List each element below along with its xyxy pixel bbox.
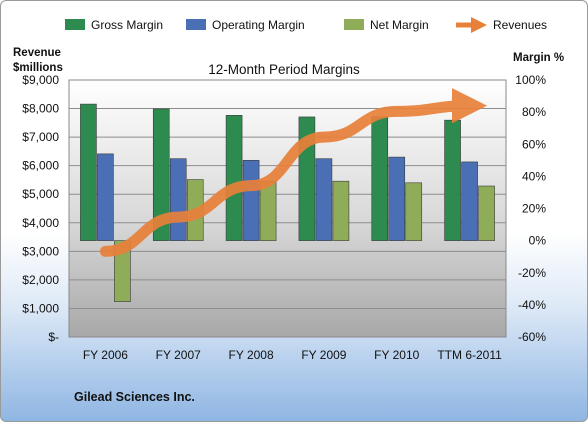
- chart-title: 12-Month Period Margins: [208, 62, 360, 77]
- revenue-line-group: [99, 88, 488, 257]
- left-tick-label: $5,000: [22, 187, 59, 201]
- right-tick-label: 60%: [522, 137, 546, 151]
- right-tick-label: 80%: [522, 105, 546, 119]
- bar-gross-margin: [371, 116, 389, 241]
- right-tick-label: -40%: [518, 298, 546, 312]
- legend-label-operating-margin: Operating Margin: [212, 18, 305, 32]
- revenue-line: [99, 88, 488, 257]
- right-axis-title: Margin %: [513, 52, 564, 64]
- legend-label-gross-margin: Gross Margin: [91, 18, 163, 32]
- legend: Gross Margin Operating Margin Net Margin…: [65, 16, 547, 34]
- bar-net-margin: [478, 185, 495, 241]
- left-tick-label: $8,000: [22, 102, 59, 116]
- bars: [80, 103, 495, 302]
- bar-operating-margin: [242, 160, 260, 241]
- bar-gross-margin: [444, 119, 461, 241]
- bar-operating-margin: [97, 153, 114, 241]
- right-tick-label: -60%: [518, 330, 546, 344]
- legend-swatch-operating-margin: [186, 19, 206, 30]
- right-tick-label: 0%: [529, 234, 547, 248]
- plot-area: [68, 79, 507, 338]
- bar-net-margin: [405, 182, 423, 241]
- bar-net-margin: [332, 180, 350, 241]
- left-tick-label: $6,000: [22, 159, 59, 173]
- left-tick-label: $1,000: [22, 301, 59, 315]
- left-tick-label: $-: [48, 330, 59, 344]
- left-axis-title-line2: $millions: [13, 62, 63, 74]
- right-tick-label: 100%: [515, 73, 546, 87]
- left-tick-label: $9,000: [22, 73, 59, 87]
- legend-swatch-gross-margin: [65, 19, 85, 30]
- left-axis-title-line1: Revenue: [13, 47, 61, 59]
- category-label: FY 2010: [374, 348, 419, 362]
- right-tick-label: 40%: [522, 169, 546, 183]
- bar-gross-margin: [152, 108, 170, 241]
- bar-net-margin: [259, 180, 277, 241]
- category-label: FY 2007: [156, 348, 201, 362]
- left-tick-label: $4,000: [22, 216, 59, 230]
- left-tick-label: $2,000: [22, 273, 59, 287]
- bar-operating-margin: [169, 158, 187, 241]
- right-tick-label: -20%: [518, 266, 546, 280]
- bar-net-margin: [114, 240, 131, 302]
- bar-gross-margin: [225, 115, 243, 241]
- category-label: FY 2009: [301, 348, 346, 362]
- bar-operating-margin: [388, 156, 406, 241]
- legend-label-revenues: Revenues: [493, 18, 547, 32]
- category-label: FY 2006: [83, 348, 128, 362]
- legend-label-net-margin: Net Margin: [370, 18, 429, 32]
- legend-swatch-net-margin: [344, 19, 364, 30]
- category-axis-labels: FY 2006 FY 2007 FY 2008 FY 2009 FY 2010 TTM 6…: [83, 348, 502, 362]
- category-label: TTM 6-2011: [437, 348, 502, 362]
- bar-gross-margin: [80, 103, 97, 241]
- left-axis-ticks: $9,000 $8,000 $7,000 $6,000 $5,000 $4,000 $3,0…: [22, 73, 59, 344]
- bar-operating-margin: [461, 161, 478, 241]
- left-tick-label: $3,000: [22, 244, 59, 258]
- right-tick-label: 20%: [522, 202, 546, 216]
- bar-operating-margin: [315, 158, 333, 241]
- category-label: FY 2008: [229, 348, 274, 362]
- right-axis-ticks: 100% 80% 60% 40% 20% 0% -20% -40% -60%: [515, 73, 546, 344]
- left-tick-label: $7,000: [22, 130, 59, 144]
- company-footer: Gilead Sciences Inc.: [74, 390, 195, 404]
